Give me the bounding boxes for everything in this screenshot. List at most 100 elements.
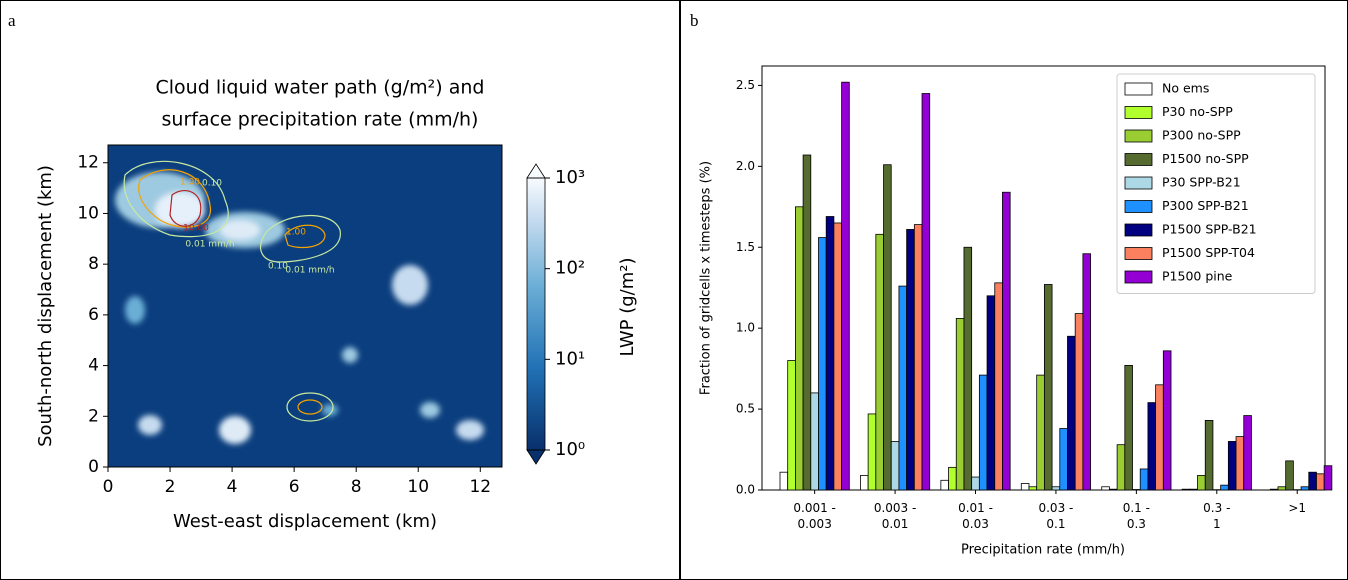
- x-tick-line: 0.3: [1127, 517, 1146, 531]
- colorbar-extend: [526, 163, 546, 179]
- colorbar-tick-label: 10¹: [555, 348, 585, 369]
- bar: [1197, 475, 1206, 491]
- bar: [1323, 465, 1333, 491]
- bar: [841, 81, 850, 491]
- bar: [994, 282, 1003, 491]
- y-tick-label: 0: [88, 457, 99, 477]
- bar: [1300, 486, 1310, 491]
- bar: [1082, 253, 1091, 491]
- legend-swatch: [1124, 153, 1153, 166]
- bar: [971, 476, 980, 491]
- x-tick-line: 0.03: [962, 517, 989, 531]
- bar: [833, 222, 843, 491]
- x-tick-label: >1: [1288, 501, 1306, 515]
- legend-label: No ems: [1162, 81, 1209, 96]
- chart-title: Cloud liquid water path (g/m²) and: [156, 77, 485, 99]
- legend-box: [1116, 73, 1316, 294]
- bar: [1147, 402, 1157, 491]
- x-tick-label: 2: [165, 477, 176, 497]
- bar: [890, 441, 900, 491]
- lwp-field: [115, 172, 484, 444]
- bar: [1020, 483, 1030, 491]
- colorbar-tick-label: 10⁰: [555, 439, 585, 460]
- bar: [787, 360, 796, 491]
- bar: [1308, 471, 1317, 491]
- y-tick-label: 2.5: [736, 78, 755, 92]
- bar: [898, 285, 908, 491]
- x-tick-label: 4: [227, 477, 238, 497]
- x-tick-line: 0.3 -: [1203, 501, 1230, 515]
- contour-label: 0.10: [202, 179, 222, 189]
- x-tick-line: 0.003: [797, 517, 831, 531]
- bar: [1059, 428, 1068, 491]
- colorbar: [527, 178, 545, 450]
- bar: [1101, 486, 1110, 491]
- bar: [1285, 460, 1294, 491]
- legend-label: P30 no-SPP: [1162, 104, 1233, 119]
- legend-swatch: [1124, 247, 1153, 260]
- bar: [1162, 350, 1172, 491]
- y-tick-label: 0.5: [736, 402, 755, 416]
- x-tick-line: 0.01 -: [958, 501, 993, 515]
- bar: [802, 154, 812, 491]
- contour-label: 10.00: [183, 224, 209, 234]
- y-tick-label: 2.0: [736, 159, 755, 173]
- chart-title: surface precipitation rate (mm/h): [162, 109, 479, 131]
- contour-label: 1.00: [286, 228, 306, 238]
- legend-label: P30 SPP-B21: [1162, 175, 1241, 190]
- bar: [1155, 384, 1164, 491]
- colorbar-extend: [526, 449, 546, 465]
- x-tick-line: >1: [1288, 501, 1306, 515]
- bar: [906, 229, 915, 491]
- colorbar-tick-label: 10³: [555, 167, 585, 188]
- legend-label: P300 no-SPP: [1162, 128, 1241, 143]
- x-tick-label: 0.001 - 0.003: [793, 501, 836, 531]
- legend-label: P1500 SPP-T04: [1162, 245, 1255, 260]
- y-tick-label: 12: [77, 153, 99, 173]
- x-tick-line: 0.003 -: [874, 501, 917, 515]
- bar: [1116, 444, 1126, 491]
- legend-label: P1500 SPP-B21: [1162, 222, 1257, 237]
- bar: [1316, 473, 1325, 491]
- bar: [1204, 420, 1214, 491]
- x-axis-label: Precipitation rate (mm/h): [961, 543, 1125, 558]
- x-tick-label: 8: [351, 477, 362, 497]
- x-axis-label: West-east displacement (km): [173, 511, 437, 532]
- x-tick-label: 0.03 - 0.1: [1038, 501, 1073, 531]
- bar: [1051, 486, 1061, 491]
- bar: [1036, 374, 1045, 491]
- x-tick-label: 6: [289, 477, 300, 497]
- legend-swatch: [1124, 200, 1153, 213]
- y-tick-label: 10: [77, 203, 99, 223]
- bar: [948, 466, 957, 491]
- bar: [1269, 488, 1279, 491]
- bar: [825, 216, 835, 491]
- x-tick-label: 0.1 - 0.3: [1123, 501, 1150, 531]
- bar: [1181, 488, 1191, 491]
- x-tick-line: 0.1: [1046, 517, 1065, 531]
- bar: [963, 246, 973, 491]
- plot-frame: [107, 144, 503, 468]
- x-tick-line: 0.01: [882, 517, 909, 531]
- contour-label: 1.00: [180, 178, 200, 188]
- bar: [1124, 364, 1133, 491]
- y-tick-label: 4: [88, 356, 99, 376]
- bar: [1109, 488, 1118, 491]
- x-tick-line: 0.001 -: [793, 501, 836, 515]
- y-tick-label: 6: [88, 305, 99, 325]
- x-tick-line: 1: [1213, 517, 1221, 531]
- legend-swatch: [1124, 270, 1153, 284]
- panel-label: b: [690, 11, 699, 30]
- bar: [883, 164, 892, 491]
- contour-label: 0.01 mm/h: [185, 240, 234, 250]
- bar: [1189, 488, 1198, 491]
- bar: [795, 206, 804, 491]
- x-tick-label: 0.01 - 0.03: [958, 501, 993, 531]
- y-tick-label: 1.5: [736, 240, 755, 254]
- bar: [867, 413, 877, 491]
- bar: [955, 318, 965, 491]
- x-tick-label: 0: [103, 477, 114, 497]
- y-axis-label: South-north displacement (km): [35, 165, 56, 447]
- bar: [1277, 486, 1287, 491]
- bar: [940, 479, 949, 491]
